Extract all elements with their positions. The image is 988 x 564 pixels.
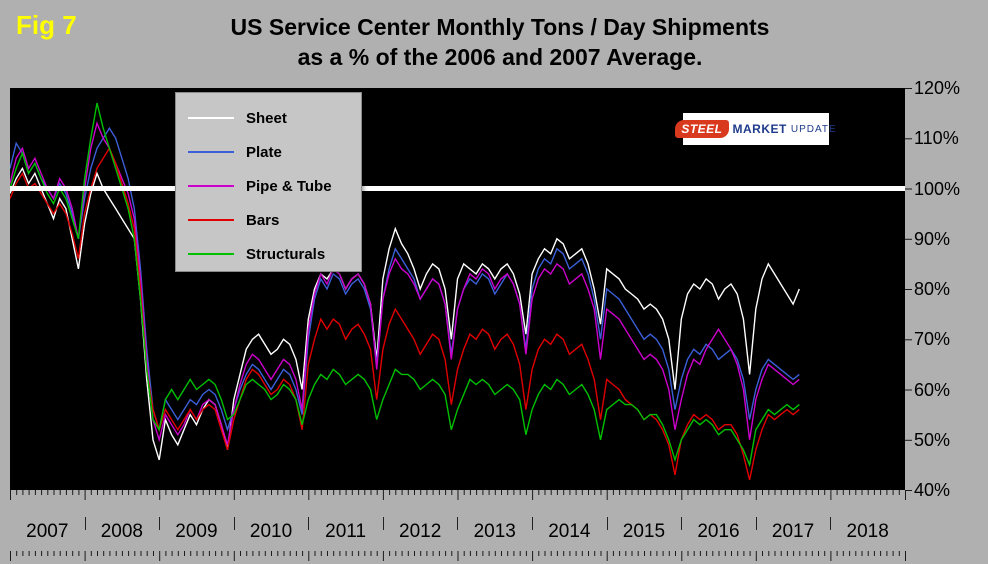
legend-label: Sheet: [246, 109, 287, 127]
legend: Sheet Plate Pipe & Tube Bars Structurals: [175, 92, 362, 272]
legend-line-sample: [188, 117, 234, 119]
logo-steel-text: STEEL: [675, 120, 729, 138]
legend-line-sample: [188, 219, 234, 221]
series-lines: [10, 102, 905, 481]
title-line-1: US Service Center Monthly Tons / Day Shi…: [230, 14, 770, 40]
y-axis-labels: 120% 110% 100% 90% 80% 70% 60% 50% 40%: [914, 0, 986, 564]
y-axis-tick-label: 40%: [914, 480, 951, 500]
y-axis-tick-label: 110%: [914, 128, 959, 148]
title-line-2: as a % of the 2006 and 2007 Average.: [297, 44, 703, 70]
x-axis-year: 2007: [26, 521, 69, 542]
y-axis-tick-label: 80%: [914, 279, 951, 299]
x-axis-year: 2014: [532, 515, 607, 549]
x-axis-year: 2015: [606, 515, 682, 549]
x-axis-year: 2008: [84, 515, 160, 549]
legend-label: Plate: [246, 143, 282, 161]
y-axis-tick-label: 120%: [914, 78, 961, 98]
smu-logo: STEEL MARKET UPDATE: [675, 113, 836, 145]
x-axis-year: 2011: [308, 515, 383, 549]
logo-update-text: UPDATE: [790, 123, 837, 135]
legend-item: Sheet: [176, 101, 361, 135]
x-axis-year: 2013: [457, 515, 532, 549]
y-axis-tick-label: 70%: [914, 329, 951, 349]
y-axis-tick-label: 100%: [914, 179, 961, 199]
legend-line-sample: [188, 253, 234, 255]
legend-item: Structurals: [176, 237, 361, 271]
y-axis-tick-label: 60%: [914, 380, 951, 400]
x-axis-bottom-ticks: [10, 551, 906, 561]
x-axis-year: 2017: [755, 515, 831, 549]
plot-area: [10, 88, 905, 490]
x-axis-month-ticks: [10, 490, 906, 500]
x-axis-labels: 2007 2008 2009 2010 2011 2012 2013 2014 …: [10, 515, 905, 549]
x-axis-year: 2018: [830, 515, 905, 549]
legend-label: Structurals: [246, 245, 326, 263]
logo-market-text: MARKET: [732, 122, 787, 136]
legend-label: Bars: [246, 211, 280, 229]
legend-line-sample: [188, 151, 234, 153]
legend-label: Pipe & Tube: [246, 177, 332, 195]
x-axis-year: 2016: [681, 515, 756, 549]
legend-line-sample: [188, 185, 234, 187]
y-axis-ticks: [905, 88, 912, 491]
legend-item: Pipe & Tube: [176, 169, 361, 203]
y-axis-tick-label: 50%: [914, 430, 951, 450]
x-axis-year: 2009: [159, 515, 234, 549]
legend-item: Bars: [176, 203, 361, 237]
x-axis-year: 2012: [382, 515, 458, 549]
x-axis-year: 2010: [233, 515, 309, 549]
chart-title: US Service Center Monthly Tons / Day Shi…: [30, 12, 970, 72]
fig-label: Fig 7: [16, 10, 77, 40]
y-axis-tick-label: 90%: [914, 229, 951, 249]
legend-item: Plate: [176, 135, 361, 169]
